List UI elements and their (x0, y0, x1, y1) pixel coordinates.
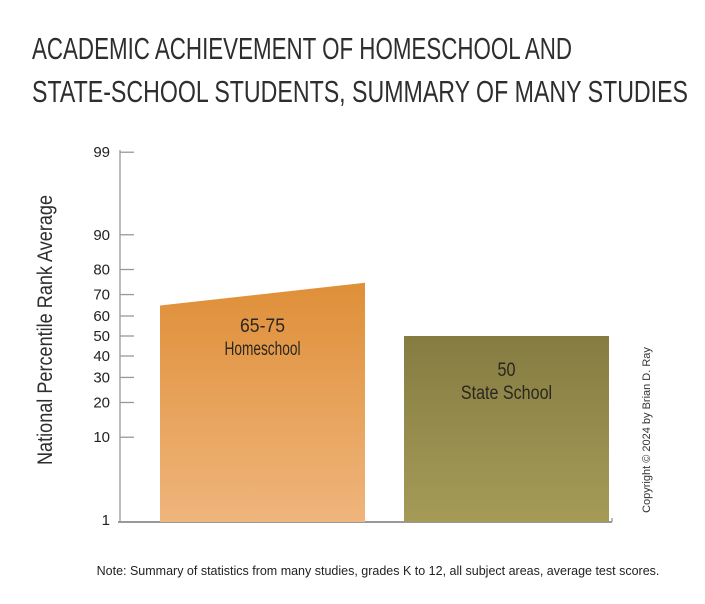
y-axis-label: National Percentile Rank Average (34, 195, 57, 465)
y-tick-label: 90 (93, 227, 110, 244)
bar-value-label: 50 (498, 360, 516, 381)
y-tick-label: 70 (93, 287, 110, 304)
y-tick-label: 60 (93, 308, 110, 325)
y-tick-label: 99 (93, 144, 110, 161)
footnote: Note: Summary of statistics from many st… (97, 564, 660, 578)
title-line-2: STATE-SCHOOL STUDENTS, SUMMARY OF MANY S… (32, 74, 688, 109)
y-tick-label: 50 (93, 328, 110, 345)
y-tick-label: 30 (93, 369, 110, 386)
y-tick-label: 10 (93, 429, 110, 446)
bar-state-school (404, 336, 609, 522)
y-tick-label: 20 (93, 394, 110, 411)
title-line-1: ACADEMIC ACHIEVEMENT OF HOMESCHOOL AND (32, 31, 572, 66)
y-tick-label: 80 (93, 262, 110, 279)
bar-category-label: State School (461, 383, 552, 404)
bar-category-label: Homeschool (225, 339, 301, 360)
bar-value-label: 65-75 (240, 316, 285, 337)
chart-title: ACADEMIC ACHIEVEMENT OF HOMESCHOOL AND S… (32, 31, 688, 109)
copyright: Copyright © 2024 by Brian D. Ray (641, 347, 653, 513)
bar-homeschool (160, 282, 365, 522)
y-tick-label: 40 (93, 348, 110, 365)
y-tick-label: 1 (102, 512, 110, 529)
